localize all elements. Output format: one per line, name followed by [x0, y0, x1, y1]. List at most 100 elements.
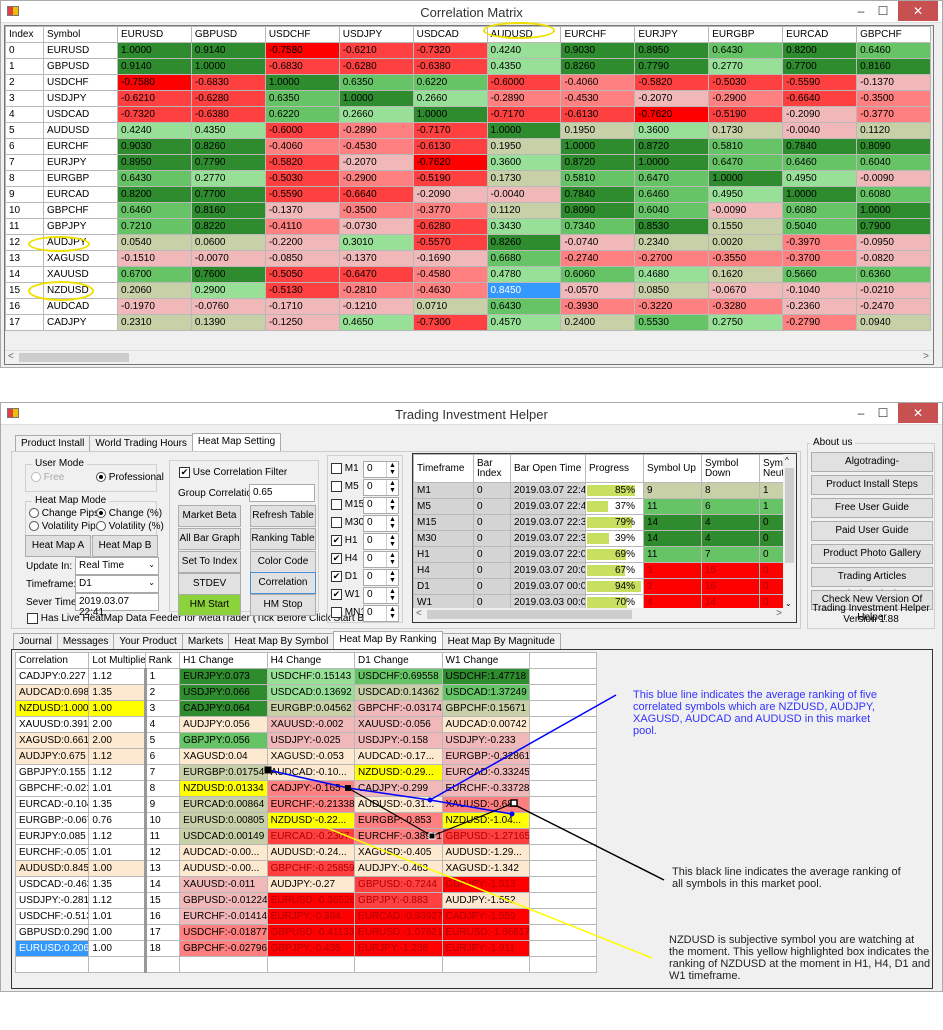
correlation-cell[interactable]: 1.0000: [264, 74, 340, 91]
correlation-cell[interactable]: 0.6430: [117, 170, 192, 187]
correlation-cell[interactable]: -0.5030: [264, 170, 340, 187]
correlation-cell[interactable]: -0.5030: [708, 74, 784, 91]
d1-change-cell[interactable]: USDJPY:-0.158: [354, 732, 443, 749]
correlation-cell[interactable]: -0.0820: [856, 250, 931, 267]
correlation-cell[interactable]: 0.5810: [708, 138, 784, 155]
column-header[interactable]: GBPUSD: [190, 26, 266, 43]
up-down-arrows-icon[interactable]: ▲ ▼: [386, 480, 398, 495]
correlation-cell[interactable]: -0.6280: [190, 90, 266, 107]
h1-change-cell[interactable]: XAGUSD:0.04: [179, 748, 268, 765]
correlation-cell[interactable]: -0.0950: [856, 234, 931, 251]
w1-change-cell[interactable]: EURCHF:-0.33728: [441, 780, 530, 797]
correlation-cell[interactable]: 0.8450: [486, 282, 562, 299]
lot-multiplier-cell[interactable]: 1.01: [88, 780, 147, 797]
table-row[interactable]: GBPJPY:0.155 1.12 7 EURGBP:0.01754 AUDCAD:-0…: [14, 764, 598, 781]
h1-change-cell[interactable]: USDCAD:0.00149: [179, 828, 268, 845]
column-header[interactable]: USDCAD: [412, 26, 488, 43]
correlation-cell[interactable]: USDCHF:-0.513: [14, 908, 90, 925]
column-header[interactable]: Symbol Down: [701, 454, 760, 483]
ranking-table-button[interactable]: Ranking Table: [250, 528, 316, 550]
timeframe-checkbox-mn1[interactable]: MN1: [331, 607, 366, 618]
correlation-cell[interactable]: -0.2890: [486, 90, 562, 107]
correlation-cell[interactable]: -0.1210: [338, 298, 414, 315]
correlation-cell[interactable]: -0.7170: [486, 106, 562, 123]
tab-heat-map-by-magnitude[interactable]: Heat Map By Magnitude: [441, 633, 561, 649]
w1-change-cell[interactable]: EURUSD:-1.66617: [441, 924, 530, 941]
d1-change-cell[interactable]: USDCAD:0.14362: [354, 684, 443, 701]
correlation-cell[interactable]: -0.4580: [412, 266, 488, 283]
timeframe-checkbox-h4[interactable]: ✔ H4: [331, 553, 358, 564]
table-row[interactable]: M15 0 2019.03.07 22:30 79% 14 4 0: [413, 514, 784, 531]
scroll-left-arrow[interactable]: <: [416, 608, 422, 619]
d1-change-cell[interactable]: AUDCAD:-0.17...: [354, 748, 443, 765]
correlation-cell[interactable]: 0.8260: [560, 58, 636, 75]
correlation-cell[interactable]: 0.6430: [486, 298, 562, 315]
correlation-cell[interactable]: 0.6460: [634, 186, 710, 203]
table-row[interactable]: EURCHF:-0.057 1.01 12 AUDCAD:-0.00... AUDUSD…: [14, 844, 598, 861]
table-row[interactable]: USDCAD:-0.463 1.35 14 XAUUSD:-0.011 AUDJPY:-…: [14, 876, 598, 893]
correlation-cell[interactable]: -0.4060: [264, 138, 340, 155]
column-header[interactable]: EURUSD: [117, 26, 192, 43]
correlation-cell[interactable]: 0.7340: [560, 218, 636, 235]
h1-change-cell[interactable]: EURJPY:0.073: [179, 668, 268, 685]
correlation-cell[interactable]: -0.4530: [338, 138, 414, 155]
timeframe-checkbox-m5[interactable]: M5: [331, 481, 359, 492]
timeframe-stepper[interactable]: 0 ▲ ▼: [363, 587, 399, 604]
d1-change-cell[interactable]: GBPCHF:-0.03174: [354, 700, 443, 717]
up-down-arrows-icon[interactable]: ▲ ▼: [386, 570, 398, 585]
stdev-button[interactable]: STDEV: [178, 573, 241, 595]
correlation-cell[interactable]: 0.0020: [708, 234, 784, 251]
correlation-cell[interactable]: 1.0000: [412, 106, 488, 123]
correlation-cell[interactable]: -0.1370: [856, 74, 931, 91]
h4-change-cell[interactable]: AUDCAD:-0.10...: [266, 764, 356, 781]
correlation-cell[interactable]: -0.4060: [560, 74, 636, 91]
correlation-cell[interactable]: 0.7700: [190, 186, 266, 203]
table-row[interactable]: GBPCHF:-0.021 1.01 8 NZDUSD:0.01334 CADJPY:-…: [14, 780, 598, 797]
correlation-cell[interactable]: 0.1950: [486, 138, 562, 155]
correlation-cell[interactable]: -0.4630: [412, 282, 488, 299]
table-row[interactable]: 7 EURJPY 0.8950 0.7790 -0.5820 -0.2070 -0.7620…: [5, 154, 931, 171]
correlation-cell[interactable]: -0.0760: [190, 298, 266, 315]
correlation-cell[interactable]: -0.0040: [486, 186, 562, 203]
lot-multiplier-cell[interactable]: 1.12: [88, 668, 147, 685]
correlation-cell[interactable]: 0.8160: [190, 202, 266, 219]
tab-your-product[interactable]: Your Product: [113, 633, 183, 649]
lot-multiplier-cell[interactable]: 1.01: [88, 844, 147, 861]
correlation-cell[interactable]: -0.3770: [412, 202, 488, 219]
correlation-cell[interactable]: AUDJPY:0.675: [14, 748, 90, 765]
tab-messages[interactable]: Messages: [56, 633, 115, 649]
correlation-cell[interactable]: -0.3500: [338, 202, 414, 219]
tab-heat-map-by-symbol[interactable]: Heat Map By Symbol: [228, 633, 335, 649]
correlation-cell[interactable]: 0.4950: [782, 170, 858, 187]
column-header[interactable]: D1 Change: [354, 652, 443, 669]
w1-change-cell[interactable]: USDCAD:1.37249: [441, 684, 530, 701]
table-row[interactable]: USDCHF:-0.513 1.01 16 EURCHF:-0.01414 EURJPY…: [14, 908, 598, 925]
set-to-index-0-button[interactable]: Set To Index 0: [178, 551, 241, 587]
w1-change-cell[interactable]: GBPJPY:-1.513: [441, 876, 530, 893]
correlation-cell[interactable]: 0.6080: [782, 202, 858, 219]
h1-change-cell[interactable]: EURCHF:-0.01414: [179, 908, 268, 925]
correlation-cell[interactable]: -0.2090: [412, 186, 488, 203]
h1-change-cell[interactable]: USDJPY:0.066: [179, 684, 268, 701]
correlation-cell[interactable]: XAUUSD:0.391: [14, 716, 90, 733]
correlation-cell[interactable]: 0.3430: [486, 218, 562, 235]
up-down-arrows-icon[interactable]: ▲ ▼: [386, 588, 398, 603]
correlation-cell[interactable]: -0.7320: [117, 106, 192, 123]
correlation-cell[interactable]: 0.6080: [856, 186, 931, 203]
correlation-cell[interactable]: -0.3970: [782, 234, 858, 251]
correlation-cell[interactable]: 0.4350: [190, 122, 266, 139]
timeframe-checkbox-m15[interactable]: M15: [331, 499, 364, 510]
scroll-right-arrow[interactable]: >: [776, 608, 782, 619]
correlation-cell[interactable]: -0.6000: [264, 122, 340, 139]
w1-change-cell[interactable]: CADJPY:-1.559: [441, 908, 530, 925]
d1-change-cell[interactable]: CADJPY:-0.299: [354, 780, 443, 797]
correlation-cell[interactable]: -0.0570: [560, 282, 636, 299]
table-row[interactable]: 6 EURCHF 0.9030 0.8260 -0.4060 -0.4530 -0.6130…: [5, 138, 931, 155]
correlation-cell[interactable]: -0.2070: [634, 90, 710, 107]
heat-map-b-button[interactable]: Heat Map B: [92, 535, 158, 557]
column-header[interactable]: Symbol Up: [643, 454, 702, 483]
correlation-cell[interactable]: GBPUSD:0.290: [14, 924, 90, 941]
table-row[interactable]: 3 USDJPY -0.6210 -0.6280 0.6350 1.0000 0.2660-…: [5, 90, 931, 107]
d1-change-cell[interactable]: XAUUSD:-0.056: [354, 716, 443, 733]
w1-change-cell[interactable]: XAGUSD:-1.342: [441, 860, 530, 877]
